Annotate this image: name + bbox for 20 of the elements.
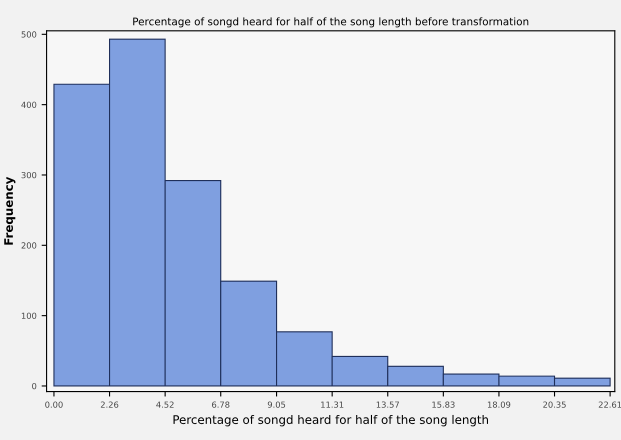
y-tick-label: 500 [22, 31, 36, 38]
x-tick-label: 11.31 [321, 401, 344, 408]
x-tick-label: 20.35 [543, 401, 566, 408]
x-tick-label: 6.78 [212, 401, 230, 408]
y-tick-label: 0 [32, 382, 36, 390]
x-axis-title: Percentage of songd heard for half of the song length [174, 414, 488, 426]
x-tick-label: 15.83 [432, 401, 455, 408]
x-tick-label: 13.57 [376, 401, 399, 408]
x-tick-label: 2.26 [100, 401, 118, 408]
y-axis-title: Frequency [4, 176, 16, 245]
x-tick-label: 18.09 [488, 401, 510, 408]
x-tick-label: 9.05 [268, 401, 286, 408]
x-tick-label: 0.00 [45, 401, 63, 408]
chart-title: Percentage of songd heard for half of the song length before transformation [133, 17, 528, 28]
y-tick-label: 300 [22, 172, 36, 178]
x-tick-label: 4.52 [156, 401, 174, 408]
y-tick-label: 400 [21, 102, 36, 108]
y-tick-label: 200 [22, 242, 36, 249]
x-tick-label: 22.61 [598, 401, 621, 408]
y-tick-label: 100 [22, 312, 36, 319]
